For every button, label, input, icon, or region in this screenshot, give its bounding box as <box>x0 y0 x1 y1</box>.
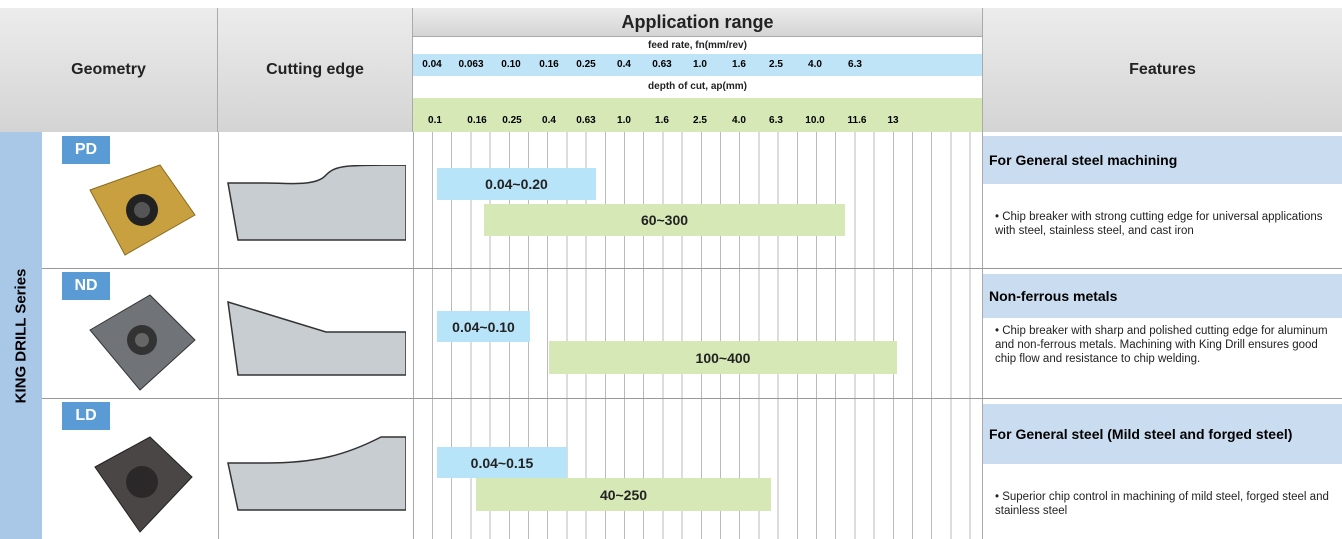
tick-label: 0.16 <box>467 115 487 126</box>
tick-label: 0.63 <box>576 115 596 126</box>
tick-label: 10.0 <box>805 115 825 126</box>
feature-text: • Chip breaker with sharp and polished c… <box>995 325 1328 365</box>
tick-label: 1.0 <box>617 115 631 126</box>
feed-range: 0.04~0.15 <box>437 447 567 478</box>
depth-range: 40~250 <box>476 478 771 511</box>
code-tag: ND <box>62 272 110 300</box>
tick-label: 0.4 <box>542 115 556 126</box>
tick-label: 0.04 <box>422 59 442 70</box>
feature-text: • Superior chip control in machining of … <box>995 491 1329 517</box>
tick-label: 6.3 <box>848 59 862 70</box>
divider <box>982 132 983 539</box>
series-label: KING DRILL Series <box>12 268 30 403</box>
code-tag: PD <box>62 136 110 164</box>
feature-title: For General steel machining <box>983 136 1342 184</box>
divider <box>413 132 414 539</box>
row-divider <box>42 268 1342 269</box>
code-tag: LD <box>62 402 110 430</box>
tick-label: 0.4 <box>617 59 631 70</box>
cutting-edge-header: Cutting edge <box>218 8 413 132</box>
tick-label: 1.0 <box>693 59 707 70</box>
tick-label: 0.16 <box>539 59 559 70</box>
depth-range: 100~400 <box>549 341 897 374</box>
feature-title: Non-ferrous metals <box>983 274 1342 318</box>
series-strip: KING DRILL Series <box>0 132 42 539</box>
tick-label: 0.63 <box>652 59 672 70</box>
edge-profile <box>227 436 406 511</box>
tick-label: 4.0 <box>808 59 822 70</box>
depth-ticks: 0.1 0.16 0.25 0.4 0.63 1.0 1.6 2.5 4.0 6.3 10.0 11.… <box>413 98 982 132</box>
edge-profile <box>227 300 406 376</box>
feed-range: 0.04~0.10 <box>437 311 530 342</box>
row-divider <box>42 398 1342 399</box>
feature-title: For General steel (Mild steel and forged… <box>983 404 1342 464</box>
edge-profile <box>227 165 406 241</box>
tick-label: 1.6 <box>655 115 669 126</box>
tick-label: 0.10 <box>501 59 521 70</box>
application-header: Application range <box>413 8 982 36</box>
tick-label: 0.25 <box>576 59 596 70</box>
features-header: Features <box>982 8 1342 132</box>
feed-ticks: 0.04 0.063 0.10 0.16 0.25 0.4 0.63 1.0 1.6 2.5 4.0… <box>413 54 982 76</box>
feed-range: 0.04~0.20 <box>437 168 596 200</box>
tick-label: 2.5 <box>769 59 783 70</box>
tick-label: 13 <box>887 115 899 126</box>
tick-label: 0.25 <box>502 115 522 126</box>
insert-image <box>89 294 196 391</box>
divider <box>218 132 219 539</box>
depth-range: 60~300 <box>484 204 845 236</box>
tick-label: 6.3 <box>769 115 783 126</box>
insert-image <box>89 164 196 256</box>
insert-image <box>94 436 193 533</box>
geometry-header: Geometry <box>0 8 218 132</box>
tick-label: 11.6 <box>847 115 867 126</box>
tick-label: 0.063 <box>458 59 484 70</box>
feed-label: feed rate, fn(mm/rev) <box>413 36 982 54</box>
feature-text: • Chip breaker with strong cutting edge … <box>995 211 1323 237</box>
tick-label: 1.6 <box>732 59 746 70</box>
tick-label: 0.1 <box>428 115 442 126</box>
tick-label: 2.5 <box>693 115 707 126</box>
tick-label: 4.0 <box>732 115 746 126</box>
depth-label: depth of cut, ap(mm) <box>413 76 982 98</box>
